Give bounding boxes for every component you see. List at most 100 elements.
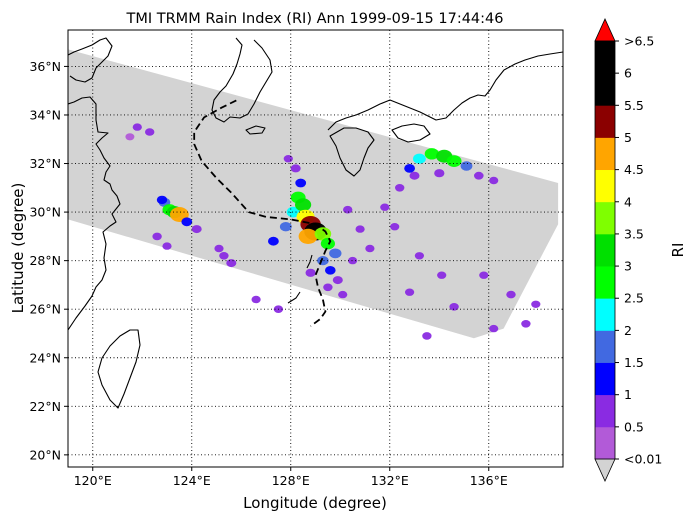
y-tick-label: 20°N bbox=[29, 447, 61, 462]
rain-cells bbox=[125, 123, 541, 340]
rain-cell bbox=[325, 266, 336, 275]
rain-cell bbox=[414, 252, 424, 260]
rain-cell bbox=[348, 256, 358, 265]
colorbar-tick-label: 2 bbox=[624, 323, 632, 338]
x-axis-label: Longitude (degree) bbox=[243, 494, 387, 512]
rain-cell bbox=[329, 248, 342, 259]
rain-cell bbox=[279, 222, 292, 232]
colorbar-segment bbox=[595, 169, 615, 203]
colorbar-segment bbox=[595, 73, 615, 106]
map-area bbox=[68, 30, 563, 467]
colorbar-under-arrow bbox=[594, 458, 616, 482]
colorbar-segment bbox=[595, 298, 615, 331]
rain-cell bbox=[338, 290, 348, 299]
coastline-china bbox=[68, 96, 121, 331]
rain-cell bbox=[323, 283, 333, 292]
rain-cell bbox=[446, 155, 462, 168]
x-tick-label: 124°E bbox=[173, 473, 211, 488]
rain-cell bbox=[320, 237, 335, 250]
rain-cell bbox=[214, 244, 224, 253]
colorbar-segment bbox=[595, 362, 615, 396]
rain-cell bbox=[437, 271, 447, 279]
colorbar-segment bbox=[595, 266, 615, 299]
rain-cell bbox=[489, 324, 499, 333]
rain-cell bbox=[268, 236, 279, 246]
rain-cell bbox=[125, 133, 135, 141]
colorbar-tick-label: 5 bbox=[624, 130, 632, 145]
coastline-jeju bbox=[245, 125, 266, 135]
coastline-shandong bbox=[68, 37, 113, 83]
y-tick-label: 26°N bbox=[29, 302, 61, 317]
y-tick-label: 36°N bbox=[29, 59, 61, 74]
colorbar-segment bbox=[595, 201, 615, 235]
coastline-japan-kyushu bbox=[329, 127, 375, 177]
rain-cell bbox=[145, 128, 155, 136]
colorbar-tick-label: >6.5 bbox=[624, 34, 654, 49]
y-axis-label: Latitude (degree) bbox=[9, 183, 27, 314]
coastline-japan-honshu bbox=[327, 51, 563, 131]
rain-cell bbox=[390, 223, 400, 231]
x-tick-label: 120°E bbox=[74, 473, 112, 488]
rain-cell bbox=[460, 161, 473, 171]
rain-cell bbox=[409, 171, 420, 180]
colorbar-label: RI bbox=[669, 243, 687, 258]
rain-cell bbox=[489, 176, 499, 185]
rain-cell bbox=[219, 252, 229, 260]
rain-cell bbox=[521, 320, 531, 328]
rain-cell bbox=[290, 164, 301, 173]
y-tick-label: 22°N bbox=[29, 399, 61, 414]
gridlines bbox=[68, 30, 563, 467]
colorbar-tick-label: 3.5 bbox=[624, 226, 644, 241]
rain-cell bbox=[295, 178, 307, 188]
rain-cell bbox=[479, 271, 489, 279]
y-axis-ticks: 20°N 22°N 24°N 26°N 28°N 30°N 32°N 34°N 36°N bbox=[29, 59, 68, 462]
rain-cell bbox=[132, 123, 142, 131]
rain-cell bbox=[365, 244, 375, 253]
rain-cell bbox=[317, 256, 329, 266]
rain-cell bbox=[298, 228, 318, 244]
colorbar-segment bbox=[595, 233, 615, 267]
rain-cell bbox=[422, 332, 432, 340]
rain-cell bbox=[226, 259, 237, 268]
colorbar-tick-label: 0.5 bbox=[624, 419, 644, 434]
rain-cell bbox=[531, 300, 541, 308]
rain-cell bbox=[405, 288, 415, 296]
y-tick-label: 30°N bbox=[29, 205, 61, 220]
colorbar-tick-label: 4.5 bbox=[624, 162, 644, 177]
colorbar-segment bbox=[595, 330, 615, 363]
y-tick-label: 32°N bbox=[29, 156, 61, 171]
rain-cell bbox=[283, 155, 293, 163]
rain-cell bbox=[314, 227, 332, 241]
rain-cell bbox=[305, 268, 316, 277]
figure-title: TMI TRMM Rain Index (RI) Ann 1999-09-15 … bbox=[126, 11, 504, 27]
rain-cell bbox=[162, 242, 172, 250]
rain-cell bbox=[355, 225, 365, 233]
rain-cell bbox=[286, 206, 300, 218]
rain-cell bbox=[332, 276, 343, 285]
x-tick-label: 128°E bbox=[272, 473, 310, 488]
rain-cell bbox=[380, 203, 390, 211]
y-tick-label: 34°N bbox=[29, 107, 61, 122]
colorbar-segment bbox=[595, 41, 615, 74]
x-tick-label: 132°E bbox=[371, 473, 409, 488]
y-tick-label: 24°N bbox=[29, 350, 61, 365]
x-tick-label: 136°E bbox=[470, 473, 508, 488]
colorbar-tick-label: 2.5 bbox=[624, 291, 644, 306]
rain-cell bbox=[413, 153, 426, 164]
colorbar-segment bbox=[595, 394, 615, 428]
colorbar-tick-label: 6 bbox=[624, 66, 632, 81]
coastlines bbox=[68, 37, 563, 409]
coastline-korea bbox=[211, 37, 273, 123]
rain-cell bbox=[395, 184, 405, 192]
satellite-swath bbox=[68, 49, 559, 339]
rain-cell bbox=[424, 148, 439, 160]
colorbar-segment bbox=[595, 426, 615, 460]
rain-cell bbox=[434, 169, 445, 178]
coastline-ryukyu bbox=[287, 254, 313, 304]
rain-cell bbox=[156, 195, 168, 205]
rain-cell bbox=[191, 225, 202, 234]
rain-cell bbox=[295, 198, 312, 212]
coastline-japan-shikoku bbox=[391, 123, 431, 143]
rain-cell bbox=[449, 303, 459, 311]
